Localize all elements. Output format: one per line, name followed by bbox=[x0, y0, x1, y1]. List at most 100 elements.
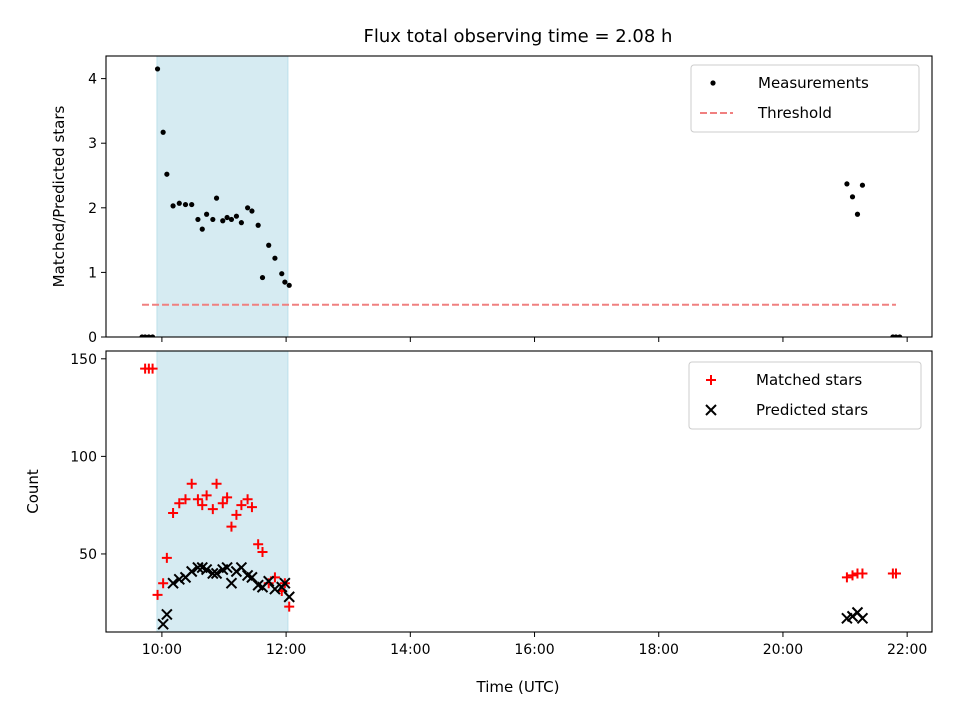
data-point bbox=[189, 201, 195, 208]
data-point bbox=[890, 568, 901, 579]
data-point bbox=[220, 218, 226, 224]
data-point bbox=[279, 577, 291, 589]
legend-box bbox=[688, 361, 922, 430]
data-point bbox=[195, 216, 201, 223]
data-point bbox=[199, 226, 205, 232]
x-tick-label: 18:00 bbox=[639, 642, 679, 658]
x-tick-label: 10:00 bbox=[142, 642, 182, 658]
data-point bbox=[158, 578, 169, 589]
legend-label: Measurements bbox=[758, 74, 869, 92]
data-point bbox=[259, 274, 266, 281]
bottom-panel: 10:00 12:00 14:00 16:00 18:00 20:00 22:00 50 100… bbox=[24, 350, 933, 658]
data-point bbox=[856, 612, 869, 625]
data-point bbox=[173, 573, 185, 586]
y-tick-label: 4 bbox=[88, 72, 97, 88]
y-tick-label: 0 bbox=[88, 330, 97, 346]
data-point bbox=[286, 282, 292, 288]
data-point bbox=[228, 216, 235, 223]
data-point bbox=[235, 561, 248, 574]
data-point bbox=[225, 577, 238, 589]
data-point bbox=[266, 242, 272, 248]
data-point bbox=[253, 539, 264, 550]
data-point bbox=[284, 601, 295, 612]
data-point bbox=[182, 201, 189, 208]
data-point bbox=[211, 478, 222, 489]
data-point bbox=[207, 567, 219, 580]
legend-label: Threshold bbox=[757, 104, 832, 122]
data-point bbox=[170, 203, 176, 209]
data-point bbox=[255, 222, 261, 228]
data-point bbox=[210, 216, 216, 223]
series-matched-stars bbox=[140, 363, 901, 612]
chart-title: Flux total observing time = 2.08 h bbox=[364, 26, 673, 47]
data-point bbox=[161, 608, 173, 621]
data-point bbox=[160, 129, 166, 135]
data-point bbox=[204, 211, 210, 217]
data-point bbox=[246, 502, 257, 513]
data-point bbox=[210, 567, 223, 580]
data-point bbox=[242, 494, 253, 505]
data-point bbox=[157, 618, 169, 630]
data-point bbox=[857, 568, 868, 579]
plot-area bbox=[139, 66, 903, 337]
data-point bbox=[186, 478, 197, 489]
data-point bbox=[269, 583, 281, 595]
x-tick-label: 16:00 bbox=[514, 642, 554, 658]
axes-frame bbox=[105, 350, 933, 633]
axes-frame bbox=[105, 55, 933, 338]
data-point bbox=[245, 205, 251, 211]
data-point bbox=[167, 577, 179, 589]
data-point bbox=[185, 565, 198, 578]
data-point bbox=[844, 181, 850, 187]
data-point bbox=[226, 521, 237, 532]
data-point bbox=[192, 494, 203, 505]
data-point bbox=[859, 182, 866, 188]
legend-box bbox=[690, 64, 920, 133]
top-panel: 0 1 2 3 4 Matched/Predicted stars Measurements… bbox=[50, 55, 933, 346]
legend-swatch bbox=[706, 375, 716, 385]
data-point bbox=[217, 498, 228, 509]
data-point bbox=[282, 279, 288, 285]
data-point bbox=[236, 500, 247, 511]
plot-area bbox=[140, 363, 901, 630]
y-axis-title: Matched/Predicted stars bbox=[50, 106, 68, 288]
data-point bbox=[176, 200, 182, 206]
data-point bbox=[897, 334, 903, 337]
observing-window-span bbox=[156, 350, 289, 633]
data-point bbox=[238, 220, 244, 226]
legend-label: Matched stars bbox=[756, 371, 862, 389]
data-point bbox=[854, 211, 861, 217]
x-tick-label: 22:00 bbox=[887, 642, 927, 658]
y-tick-label: 3 bbox=[88, 136, 97, 152]
data-point bbox=[207, 504, 218, 515]
data-point bbox=[233, 213, 240, 219]
observing-window-span bbox=[156, 55, 289, 338]
data-point bbox=[154, 66, 161, 72]
data-point bbox=[168, 507, 179, 518]
data-point bbox=[249, 208, 255, 214]
legend: Matched stars Predicted stars bbox=[688, 361, 922, 430]
data-point bbox=[221, 561, 233, 574]
x-tick-label: 14:00 bbox=[390, 642, 430, 658]
data-point bbox=[180, 494, 191, 505]
data-point bbox=[213, 195, 220, 201]
data-point bbox=[279, 271, 285, 277]
data-point bbox=[849, 194, 856, 200]
data-point bbox=[197, 500, 208, 511]
legend-label: Predicted stars bbox=[756, 401, 868, 419]
data-point bbox=[246, 571, 258, 584]
x-tick-label: 12:00 bbox=[266, 642, 306, 658]
data-point bbox=[272, 255, 278, 261]
x-axis-title: Time (UTC) bbox=[476, 678, 560, 696]
y-tick-label: 1 bbox=[88, 265, 97, 281]
data-point bbox=[257, 546, 268, 557]
legend: Measurements Threshold bbox=[690, 64, 920, 133]
data-point bbox=[147, 363, 158, 374]
data-point bbox=[222, 492, 233, 503]
y-tick-label: 2 bbox=[88, 201, 97, 217]
y-tick-label: 50 bbox=[79, 547, 97, 563]
data-point bbox=[152, 589, 163, 600]
series-measurements bbox=[139, 66, 903, 337]
data-point bbox=[201, 490, 212, 501]
